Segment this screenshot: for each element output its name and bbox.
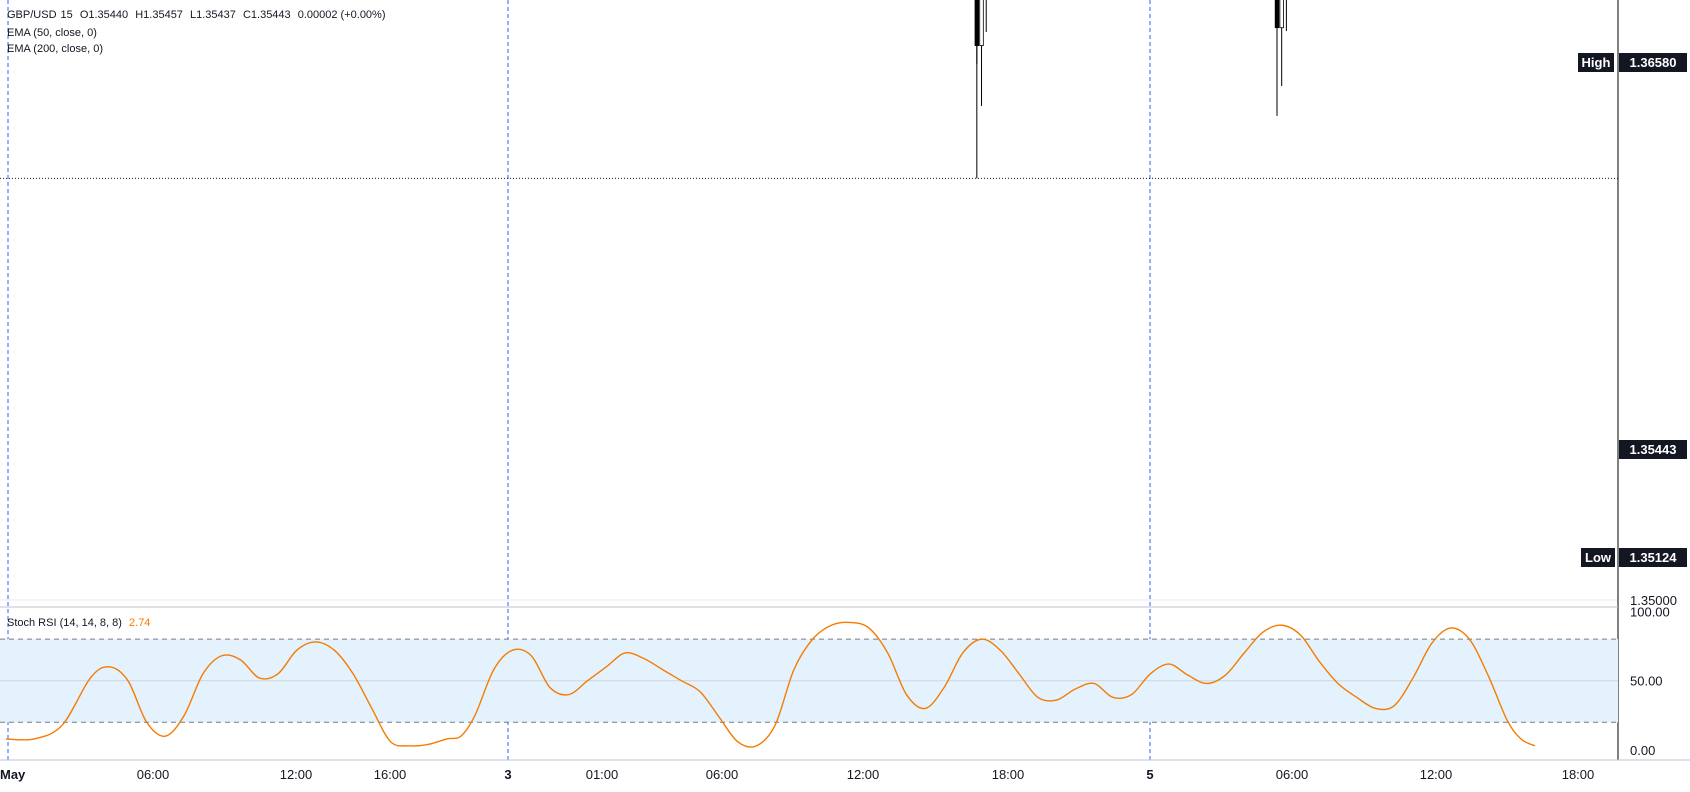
rsi-tick-label: 50.00 <box>1630 674 1663 689</box>
rsi-legend[interactable]: Stoch RSI (14, 14, 8, 8) 2.74 <box>7 616 154 630</box>
high-value: H1.35457 <box>135 9 183 21</box>
high-marker: High 1.36580 <box>1578 53 1687 72</box>
price-grid <box>0 599 1618 601</box>
time-tick-label: 12:00 <box>1420 767 1453 782</box>
ema50-legend[interactable]: EMA (50, close, 0) <box>7 27 97 39</box>
price-axis[interactable]: 1.364001.362001.360001.358001.356001.354… <box>1630 0 1677 608</box>
candle-body <box>1279 0 1284 29</box>
time-tick-label: 18:00 <box>1562 767 1595 782</box>
open-value: O1.35440 <box>79 9 129 21</box>
low-label: Low <box>1585 550 1612 565</box>
last-price-marker: 1.35443 <box>1619 440 1687 459</box>
time-tick-label: 12:00 <box>847 767 880 782</box>
time-tick-label: 06:00 <box>137 767 170 782</box>
change-value: 0.00002 (+0.00%) <box>297 9 386 21</box>
time-tick-label: 06:00 <box>706 767 739 782</box>
time-tick-label: 3 <box>504 767 511 782</box>
ema200-legend[interactable]: EMA (200, close, 0) <box>7 43 103 55</box>
stoch-rsi-pane[interactable]: 100.00 50.00 0.00 <box>0 604 1670 758</box>
price-tick-label: 1.35000 <box>1630 593 1677 608</box>
rsi-series-line <box>5 621 1536 748</box>
rsi-axis: 100.00 50.00 0.00 <box>1630 604 1670 758</box>
candle-body <box>1274 0 1280 29</box>
interval: 15 <box>60 9 73 21</box>
rsi-line <box>5 621 1536 748</box>
time-tick-label: 06:00 <box>1276 767 1309 782</box>
session-break-lines <box>7 0 1151 760</box>
time-axis[interactable]: May 06:00 12:00 16:00 3 01:00 06:00 12:00 18:00 5… <box>0 767 1594 782</box>
high-label: High <box>1582 55 1611 70</box>
candlestick-series <box>974 0 1287 179</box>
time-tick-label: 5 <box>1146 767 1153 782</box>
candle-body <box>979 0 984 46</box>
rsi-legend-label: Stoch RSI (14, 14, 8, 8) <box>7 617 122 629</box>
close-value: C1.35443 <box>242 9 291 21</box>
rsi-tick-label: 100.00 <box>1630 604 1670 619</box>
time-tick-label: May <box>0 767 26 782</box>
low-price-label: 1.35124 <box>1630 550 1678 565</box>
time-tick-label: 12:00 <box>280 767 313 782</box>
high-price-label: 1.36580 <box>1630 55 1677 70</box>
time-tick-label: 18:00 <box>992 767 1025 782</box>
price-pane[interactable] <box>0 0 1618 760</box>
symbol-name: GBP/USD <box>7 9 57 21</box>
rsi-tick-label: 0.00 <box>1630 743 1655 758</box>
low-value: L1.35437 <box>190 9 236 21</box>
high-low-reference-lines <box>0 177 1618 179</box>
last-price-label: 1.35443 <box>1630 442 1677 457</box>
time-tick-label: 01:00 <box>586 767 619 782</box>
symbol-legend[interactable]: GBP/USD 15 O1.35440 H1.35457 L1.35437 C1.… <box>7 8 390 22</box>
time-tick-label: 16:00 <box>374 767 407 782</box>
rsi-legend-value: 2.74 <box>129 617 151 629</box>
rsi-band <box>0 638 1618 723</box>
low-marker: Low 1.35124 <box>1581 548 1687 567</box>
